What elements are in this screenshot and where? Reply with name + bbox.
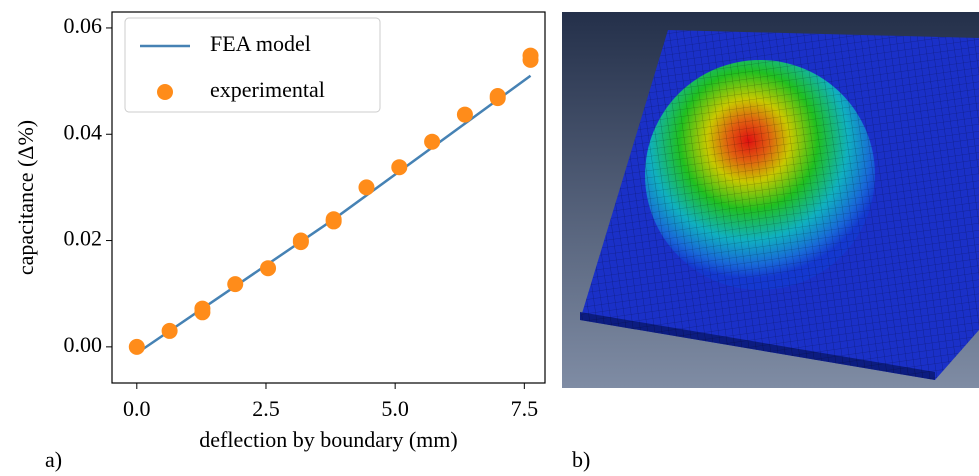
x-tick-label: 5.0 — [381, 396, 409, 421]
x-axis-label: deflection by boundary (mm) — [199, 427, 457, 452]
x-tick-label: 0.0 — [123, 396, 151, 421]
legend-marker — [157, 84, 173, 100]
data-point — [162, 323, 178, 339]
legend-label: FEA model — [210, 31, 311, 56]
figure: a) b) 0.00 0.02 0.04 0.06 0.0 2.5 5.0 7.5 deflec… — [0, 0, 979, 476]
data-point — [194, 304, 210, 320]
data-point — [326, 213, 342, 229]
panel-label: b) — [572, 447, 590, 472]
data-point — [260, 260, 276, 276]
data-point — [424, 134, 440, 150]
data-point — [293, 234, 309, 250]
x-tick-label: 2.5 — [252, 396, 280, 421]
y-axis-label: capacitance (Δ%) — [13, 120, 38, 275]
panel-label: a) — [45, 447, 62, 472]
data-point — [358, 179, 374, 195]
data-point — [227, 276, 243, 292]
y-tick-label: 0.04 — [64, 119, 103, 144]
y-tick-label: 0.02 — [64, 226, 103, 251]
y-tick-label: 0.06 — [64, 13, 103, 38]
data-point — [490, 90, 506, 106]
data-point — [457, 107, 473, 123]
legend-label: experimental — [210, 77, 325, 102]
x-tick-label: 7.5 — [511, 396, 539, 421]
y-tick-label: 0.00 — [64, 332, 103, 357]
fea-render — [562, 12, 979, 388]
data-point — [523, 52, 539, 68]
data-point — [391, 159, 407, 175]
data-point — [129, 339, 145, 355]
deformation-mesh — [645, 60, 875, 290]
